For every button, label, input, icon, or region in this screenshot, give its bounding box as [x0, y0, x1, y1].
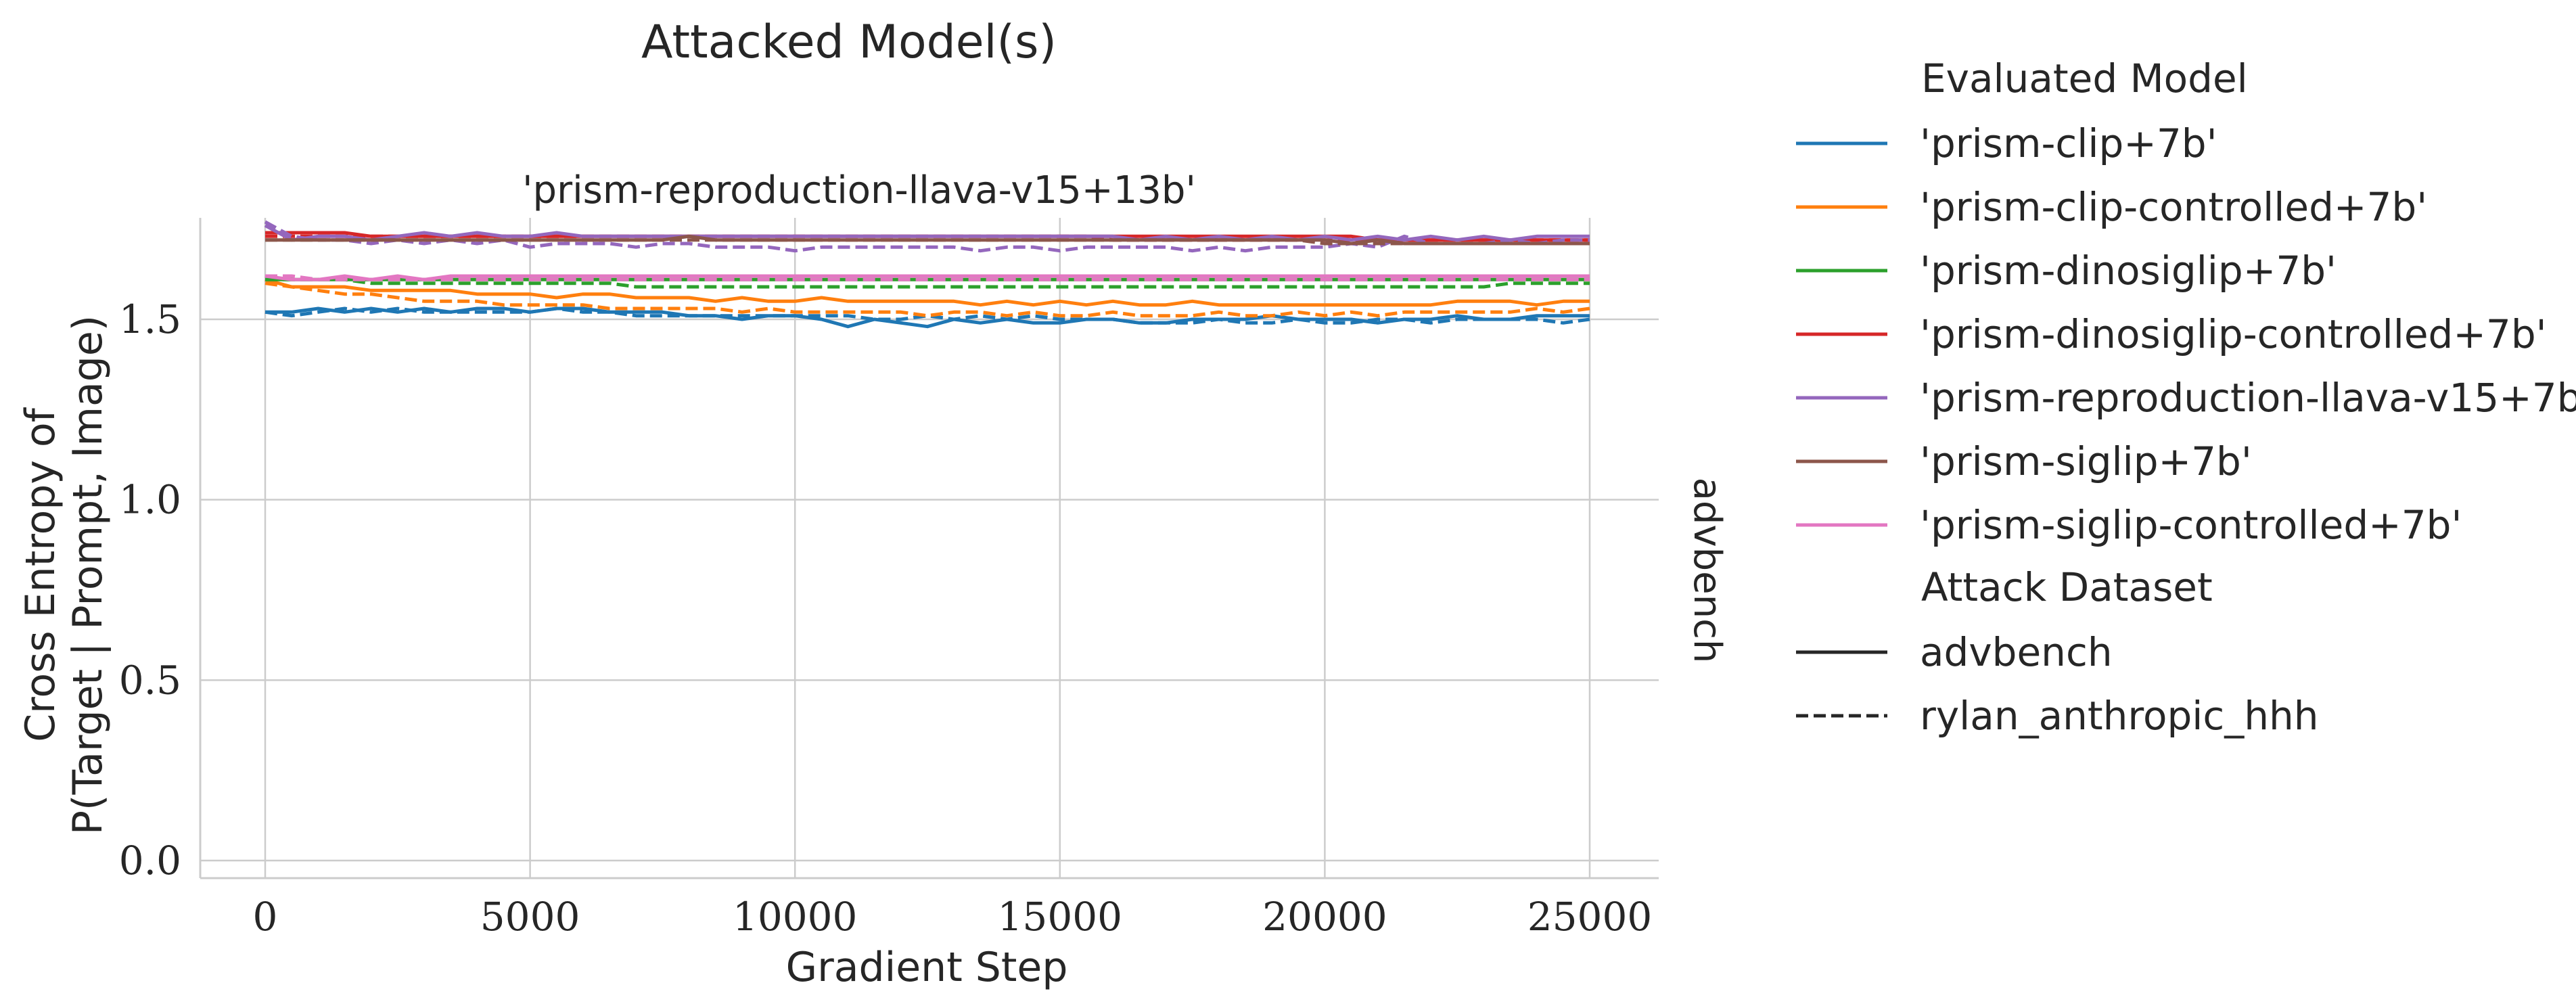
x-tick-label: 10000 [733, 894, 858, 940]
row-facet-label: advbench [1685, 478, 1729, 664]
legend-entry-label: 'prism-dinosiglip+7b' [1920, 248, 2337, 294]
y-axis-label-line1: Cross Entropy of [17, 407, 64, 741]
x-tick-label: 0 [253, 894, 278, 940]
series-line [264, 220, 1590, 253]
y-tick-label: 0.5 [119, 657, 181, 703]
series-line [264, 306, 1590, 325]
legend-entry-label: 'prism-reproduction-llava-v15+7b' [1920, 375, 2576, 421]
legend-entry-label: 'prism-clip+7b' [1920, 120, 2217, 166]
series-line [264, 274, 1590, 281]
chart-title: 'prism-reproduction-llava-v15+13b' [522, 168, 1196, 212]
legend-entry-label: 'prism-siglip+7b' [1920, 438, 2252, 484]
legend-entry-label: 'prism-clip-controlled+7b' [1920, 184, 2427, 230]
x-tick-label: 15000 [998, 894, 1123, 940]
x-tick-label: 5000 [480, 894, 580, 940]
x-tick-label: 25000 [1527, 894, 1653, 940]
legend-entry-label: advbench [1920, 629, 2113, 675]
series-line [264, 281, 1590, 318]
y-tick-label: 0.0 [119, 838, 181, 884]
series-line [264, 277, 1590, 307]
series-line [265, 274, 1590, 281]
series-lines [264, 220, 1590, 329]
legend-entry-label: 'prism-siglip-controlled+7b' [1920, 502, 2462, 548]
legend-entry-label: 'prism-dinosiglip-controlled+7b' [1920, 311, 2547, 357]
x-axis-label: Gradient Step [786, 944, 1068, 991]
y-tick-label: 1.5 [119, 296, 181, 342]
legend-title-attack-dataset: Attack Dataset [1921, 564, 2213, 610]
y-axis-label-line2: P(Target | Prompt, Image) [64, 315, 112, 835]
legend-title-evaluated-model: Evaluated Model [1921, 55, 2248, 101]
series-line [265, 277, 1590, 289]
axes [199, 218, 1659, 879]
x-tick-label: 20000 [1262, 894, 1387, 940]
legend-entry-label: rylan_anthropic_hhh [1920, 693, 2319, 739]
series-line [265, 238, 1590, 246]
series-line [264, 224, 1590, 242]
y-tick-label: 1.0 [119, 477, 181, 523]
legend: Evaluated Model 'prism-clip+7b' 'prism-cli… [1796, 55, 2576, 739]
chart-suptitle: Attacked Model(s) [641, 16, 1057, 69]
tick-labels: 0 5000 10000 15000 20000 25000 0.0 0.5 1.0 1.5 [119, 296, 1653, 940]
